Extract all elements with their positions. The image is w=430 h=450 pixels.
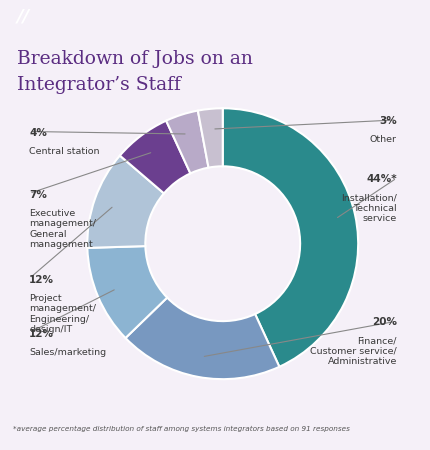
Wedge shape xyxy=(87,156,164,248)
Text: 12%: 12% xyxy=(29,329,54,339)
Text: Finance/
Customer service/
Administrative: Finance/ Customer service/ Administrativ… xyxy=(310,337,397,366)
Wedge shape xyxy=(126,297,280,379)
Wedge shape xyxy=(87,246,167,338)
Text: Other: Other xyxy=(370,135,397,144)
Wedge shape xyxy=(166,111,209,173)
Text: 12%: 12% xyxy=(29,274,54,285)
Wedge shape xyxy=(198,108,223,168)
Text: Integrator’s Staff: Integrator’s Staff xyxy=(17,76,181,94)
Text: //: // xyxy=(17,8,31,26)
Text: Breakdown of Jobs on an: Breakdown of Jobs on an xyxy=(17,50,253,68)
Text: *average percentage distribution of staff among systems integrators based on 91 : *average percentage distribution of staf… xyxy=(13,426,350,432)
Text: Installation/
Technical
service: Installation/ Technical service xyxy=(341,194,397,223)
Text: 20%: 20% xyxy=(372,317,397,327)
Text: Project
management/
Engineering/
design/IT: Project management/ Engineering/ design/… xyxy=(29,294,96,334)
Text: 3%: 3% xyxy=(379,116,397,126)
Text: 44%*: 44%* xyxy=(366,174,397,184)
Text: 4%: 4% xyxy=(29,128,47,138)
Text: Central station: Central station xyxy=(29,147,100,156)
Text: 7%: 7% xyxy=(29,189,47,199)
Wedge shape xyxy=(120,121,190,194)
Text: Executive
management/
General
management: Executive management/ General management xyxy=(29,209,96,249)
Wedge shape xyxy=(223,108,358,367)
Text: Sales/marketing: Sales/marketing xyxy=(29,348,106,357)
